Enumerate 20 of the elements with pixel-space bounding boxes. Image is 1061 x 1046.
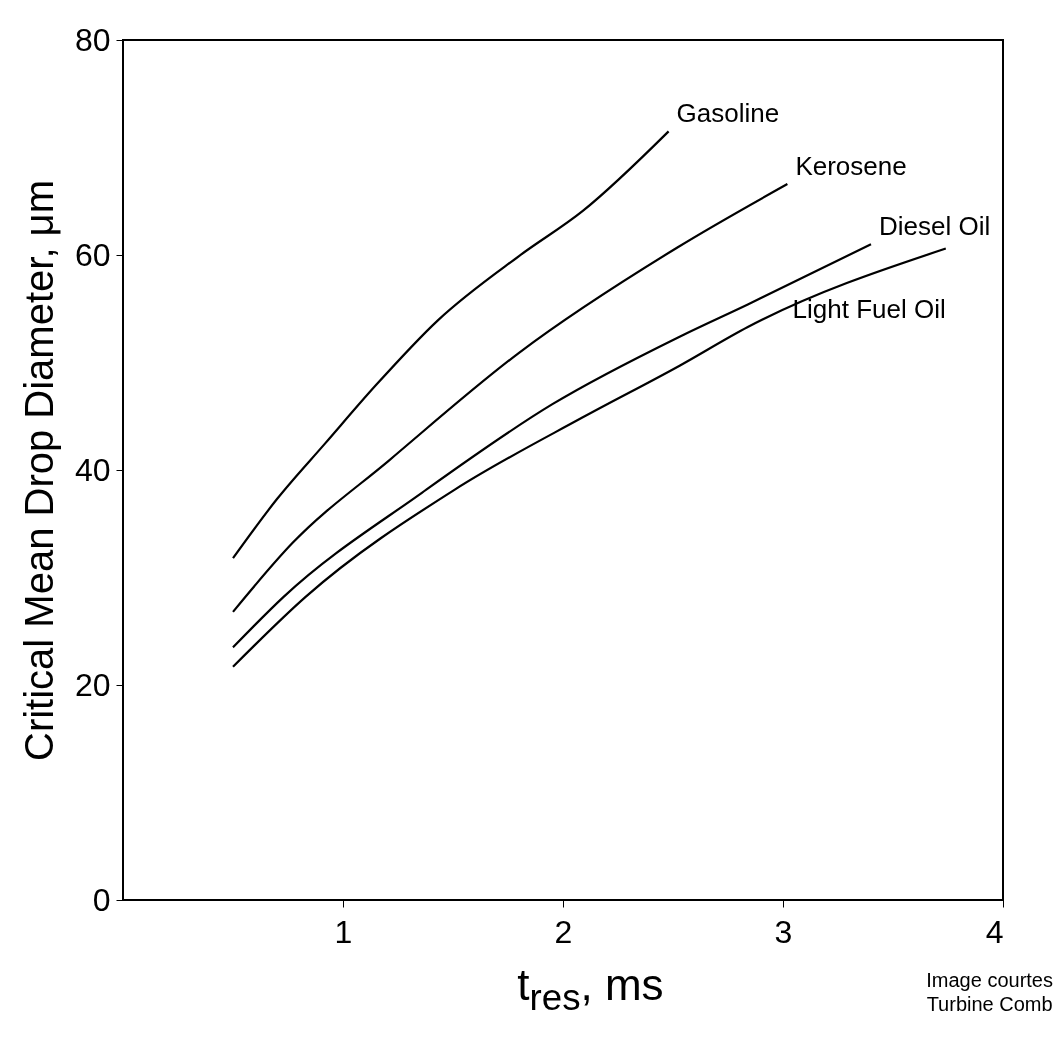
y-tick-label: 80: [74, 21, 111, 58]
line-series: [231, 182, 789, 613]
series-label: Kerosene: [795, 151, 907, 182]
x-tick-label: 2: [554, 913, 573, 950]
series-label: Diesel Oil: [879, 211, 991, 242]
y-tick-label: 0: [92, 881, 111, 918]
text: Turbine Comb: [926, 992, 1053, 1016]
x-axis-title: t$_{res}$, ms: [517, 960, 664, 1018]
y-tick-label: 20: [74, 666, 111, 703]
x-tick-label: 1: [334, 913, 353, 950]
y-tick-label: 40: [74, 451, 111, 488]
y-axis-title: Critical Mean Drop Diameter, μm: [16, 180, 61, 761]
series-label: Gasoline: [676, 98, 780, 129]
line-series: [231, 130, 670, 560]
line-series: [231, 247, 947, 668]
x-tick-label: 4: [985, 913, 1004, 950]
x-tick-label: 3: [774, 913, 793, 950]
series-label: Light Fuel Oil: [792, 293, 946, 324]
text: Image courtes: [926, 968, 1053, 992]
y-tick-label: 60: [74, 236, 111, 273]
